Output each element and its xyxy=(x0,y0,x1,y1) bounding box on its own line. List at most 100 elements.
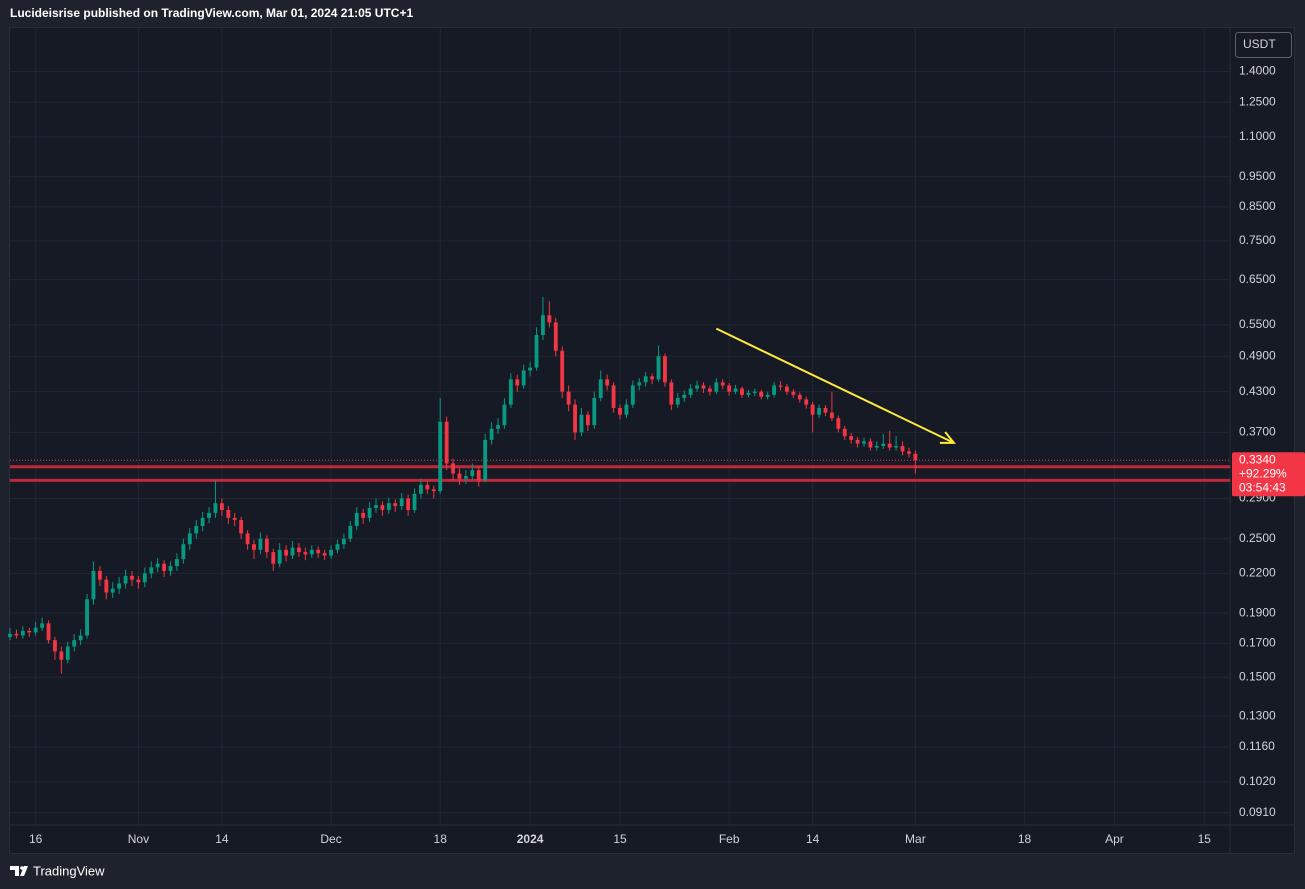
trendline xyxy=(715,327,955,444)
candle-body xyxy=(40,623,45,628)
candle-body xyxy=(797,394,802,400)
candle-body xyxy=(386,503,391,510)
candle-body xyxy=(200,517,205,527)
candle-body xyxy=(419,484,423,494)
candle-body xyxy=(354,512,359,527)
candle-body xyxy=(207,512,211,518)
candle-body xyxy=(149,567,154,574)
y-tick-label: 0.1900 xyxy=(1239,605,1276,619)
candle-body xyxy=(431,489,436,492)
candle-body xyxy=(322,553,327,556)
plot xyxy=(8,27,1230,825)
candle-body xyxy=(341,538,346,545)
y-tick-label: 0.1500 xyxy=(1239,669,1276,683)
candle-body xyxy=(85,599,89,636)
y-tick-label: 0.1700 xyxy=(1239,636,1276,650)
candle-body xyxy=(367,508,372,518)
candle-body xyxy=(59,651,64,660)
candle-body xyxy=(457,473,462,479)
logo-dot xyxy=(20,866,24,870)
candle-body xyxy=(695,385,699,389)
candle-body xyxy=(65,646,70,660)
candle-body xyxy=(881,443,886,446)
x-tick-label: 15 xyxy=(1198,832,1212,846)
candle-body xyxy=(804,399,809,405)
candle-body xyxy=(669,382,674,405)
candle-body xyxy=(855,439,860,444)
candle-body xyxy=(502,404,507,426)
candle-body xyxy=(675,398,680,405)
candle-body xyxy=(258,538,263,550)
overlay: 1.4000 1.2500 1.1000 0.9500 0.8500 0.7500 0.65… xyxy=(29,64,1305,846)
candle-body xyxy=(759,391,764,397)
candle-body xyxy=(252,544,256,550)
candle-body xyxy=(232,517,237,520)
candle-body xyxy=(483,439,488,481)
candle-body xyxy=(136,579,141,583)
y-tick-label: 0.4900 xyxy=(1239,348,1276,362)
candle-body xyxy=(913,453,918,461)
candle-body xyxy=(605,379,610,386)
candle-body xyxy=(297,547,301,553)
candle-body xyxy=(579,414,584,433)
y-tick-label: 1.1000 xyxy=(1239,129,1276,143)
candle-body xyxy=(463,476,468,479)
candle-body xyxy=(489,428,494,440)
candle-body xyxy=(541,315,545,335)
y-tick-label: 0.3700 xyxy=(1239,425,1276,439)
candle-body xyxy=(329,549,333,556)
candle-body xyxy=(611,385,616,408)
currency-box[interactable] xyxy=(1235,32,1292,58)
candle-body xyxy=(271,552,276,564)
header: Lucideisrise published on TradingView.co… xyxy=(10,6,413,20)
trendline-arrowhead xyxy=(939,431,956,444)
candle-body xyxy=(110,588,115,593)
y-tick-label: 1.2500 xyxy=(1239,94,1276,108)
candle-body xyxy=(650,376,655,380)
candle-body xyxy=(335,544,340,550)
candle-body xyxy=(438,421,443,492)
candle-body xyxy=(91,570,96,600)
candle-body xyxy=(496,425,500,429)
candle-body xyxy=(618,407,622,415)
candle-body xyxy=(727,385,732,392)
candle-body xyxy=(425,484,430,490)
chart-panel xyxy=(9,27,1295,854)
candle-body xyxy=(836,418,841,429)
candle-body xyxy=(53,640,57,652)
candle-body xyxy=(316,549,321,554)
candle-body xyxy=(566,391,571,405)
candle-body xyxy=(130,575,134,580)
y-tick-label: 0.2200 xyxy=(1239,566,1276,580)
currency: USDT xyxy=(1243,37,1276,51)
candle-body xyxy=(752,391,757,393)
candle-body xyxy=(817,407,821,415)
x-tick-label: 18 xyxy=(1018,832,1032,846)
candle-body xyxy=(72,640,77,647)
candle-body xyxy=(746,392,751,395)
candle-body xyxy=(842,428,847,437)
y-tick-label: 0.6500 xyxy=(1239,272,1276,286)
candle-body xyxy=(862,441,866,444)
candle-body xyxy=(528,367,533,371)
candle-body xyxy=(33,627,38,633)
x-tick-label: 18 xyxy=(434,832,448,846)
candle-body xyxy=(374,505,378,509)
candle-body xyxy=(707,388,712,392)
candle-body xyxy=(720,382,725,386)
candle-body xyxy=(213,503,218,513)
candle-body xyxy=(547,315,552,323)
candle-body xyxy=(20,630,25,636)
candle-body xyxy=(688,388,693,395)
x-tick-label: 14 xyxy=(215,832,229,846)
candle-body xyxy=(470,470,475,477)
y-tick-label: 0.9500 xyxy=(1239,169,1276,183)
candle-body xyxy=(765,394,770,397)
x-tick-label: 15 xyxy=(613,832,627,846)
change-label: +92.29% xyxy=(1239,466,1287,480)
candle-body xyxy=(849,436,854,440)
y-tick-label: 0.4300 xyxy=(1239,384,1276,398)
y-tick-label: 0.1020 xyxy=(1239,774,1276,788)
